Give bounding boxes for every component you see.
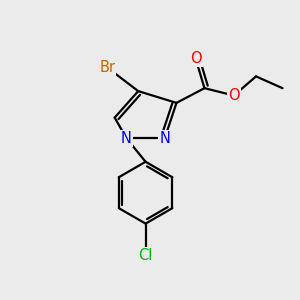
Text: O: O: [190, 51, 202, 66]
Text: N: N: [121, 131, 132, 146]
Text: Cl: Cl: [138, 248, 153, 263]
Text: Br: Br: [99, 60, 115, 75]
Text: O: O: [228, 88, 240, 103]
Text: N: N: [159, 131, 170, 146]
